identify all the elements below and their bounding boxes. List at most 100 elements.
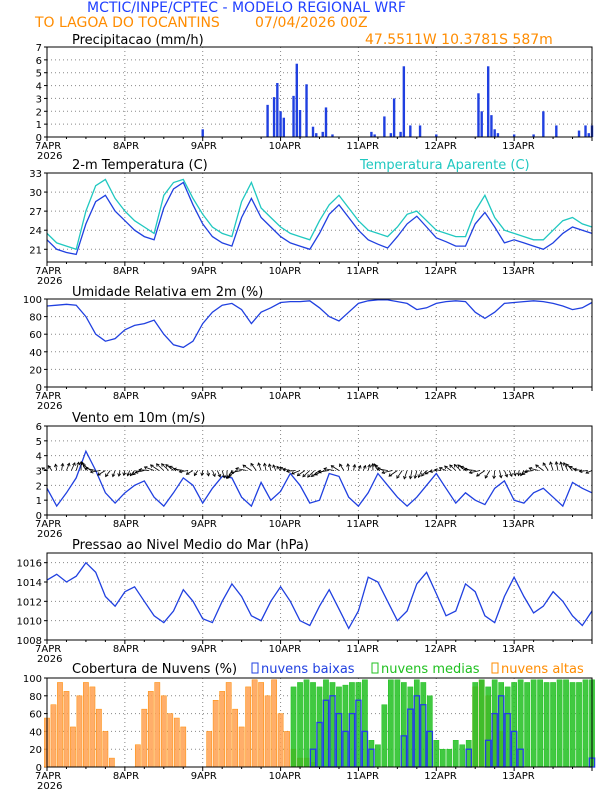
wind-arrow-head	[421, 472, 425, 477]
y-tick-label: 1010	[17, 617, 42, 628]
x-tick-label: 13APR	[502, 519, 535, 530]
cloud-mid-bar	[355, 682, 362, 768]
wind-arrow-head	[314, 472, 318, 476]
precip-bar	[555, 125, 558, 137]
header-run: 07/04/2026 00Z	[255, 15, 368, 31]
precip-bar	[324, 107, 328, 137]
wind-arrow-head	[217, 473, 222, 478]
cloud-high-bar	[70, 726, 76, 768]
wind-arrow	[529, 467, 539, 471]
panel-title: Umidade Relativa em 2m (%)	[72, 285, 263, 300]
wind-arrow-head	[317, 469, 322, 474]
wind-arrow	[207, 470, 210, 476]
y-tick-label: 20	[29, 365, 42, 376]
x-tick-label: 13APR	[502, 266, 535, 277]
wind-arrow-head	[339, 463, 343, 468]
header-location: TO LAGOA DO TOCANTINS	[34, 15, 220, 31]
wind-arrow	[377, 468, 388, 471]
wind-arrow-head	[250, 462, 254, 467]
wind-arrow	[242, 464, 252, 471]
wind-arrow-head	[408, 475, 413, 480]
wind-arrow	[230, 470, 242, 474]
panel-3: 0 20 40 60 80 100 7APR 8APR 9APR 10APR 11APR 12APR 1…	[23, 285, 593, 412]
y-tick-label: 33	[29, 169, 42, 180]
wind-arrow	[513, 470, 516, 476]
y-tick-label: 1	[36, 120, 42, 131]
wind-arrow-head	[307, 474, 311, 478]
x-tick-label: 9APR	[191, 266, 217, 277]
wind-arrow	[139, 469, 150, 471]
wind-arrow-head	[521, 471, 526, 475]
panel-5: 1008 1010 1012 1014 1016 7APR 8APR 9APR 10APR 11A…	[17, 538, 593, 665]
cloud-mid-bar	[394, 679, 401, 768]
wind-arrow-head	[122, 472, 127, 477]
wind-arrow	[454, 464, 461, 471]
wind-arrow	[118, 470, 121, 477]
y-tick-label: 3	[36, 467, 42, 478]
wind-arrow-head	[173, 467, 177, 472]
wind-arrow	[201, 470, 204, 476]
wind-arrow-head	[346, 463, 350, 467]
wind-arrow-head	[97, 472, 101, 476]
wind-arrow	[90, 470, 101, 473]
wind-arrow	[112, 470, 116, 477]
wind-arrow	[331, 465, 340, 471]
legend-apparent-temp: Temperatura Aparente (C)	[359, 158, 530, 173]
legend-swatch	[251, 662, 259, 674]
x-tick-label: 11APR	[346, 266, 379, 277]
wind-arrow	[135, 470, 145, 473]
wind-arrow-head	[47, 465, 52, 469]
cloud-high-bar	[219, 691, 226, 768]
cloud-high-bar	[251, 679, 258, 768]
cloud-mid-bar	[310, 682, 316, 768]
wind-arrow-head	[66, 462, 71, 467]
y-tick-label: 1014	[17, 578, 42, 589]
y-tick-label: 6	[36, 56, 42, 67]
precip-bar	[298, 110, 302, 137]
wind-arrow-head	[463, 467, 468, 472]
x-year-label: 2026	[37, 529, 62, 540]
wind-arrow-head	[549, 461, 553, 466]
wind-arrow-head	[388, 473, 393, 477]
cloud-mid-bar	[550, 682, 556, 768]
wind-arrow-head	[310, 473, 315, 478]
precip-bar	[577, 130, 581, 137]
temperature-line	[46, 181, 593, 256]
cloud-mid-bar	[543, 682, 550, 768]
wind-arrow	[127, 470, 131, 476]
wind-arrow	[282, 468, 291, 471]
cloud-high-bar	[57, 682, 63, 768]
wind-arrow-head	[417, 474, 422, 479]
y-tick-label: 0	[36, 133, 42, 144]
cloud-high-bar	[63, 691, 70, 768]
panel-1: 0 1 2 34 5 6 7 7APR 8APR 9APR 10APR 11APR 12APR 13APR…	[35, 33, 594, 162]
wind-arrow-head	[105, 473, 109, 478]
wind-arrow	[258, 462, 262, 471]
cloud-mid-bar	[323, 679, 329, 768]
y-tick-label: 4	[36, 82, 42, 93]
precip-bar	[435, 134, 438, 137]
cloud-mid-bar	[446, 748, 453, 768]
cloud-high-bar	[284, 731, 290, 768]
cloud-mid-bar	[504, 686, 511, 768]
x-tick-label: 9APR	[191, 391, 217, 402]
precip-bar	[477, 93, 480, 137]
wind-arrow	[444, 465, 452, 471]
x-tick-label: 13APR	[502, 141, 535, 152]
wind-arrow	[499, 470, 502, 478]
wind-arrow-head	[72, 462, 76, 466]
x-tick-label: 7APR	[35, 141, 61, 152]
wind-arrow	[291, 470, 301, 475]
cloud-high-bar	[134, 744, 141, 768]
panel-4: 0 1 2 3 4 5 6 7APR 8APR 9APR 10APR 11APR 12APR 13APR 2…	[35, 411, 593, 540]
precip-bar	[321, 131, 324, 137]
wind-arrow	[268, 463, 272, 471]
panel-title: 2-m Temperatura (C)	[72, 158, 208, 173]
wind-arrow	[439, 467, 447, 471]
cloud-mid-bar	[316, 686, 323, 768]
x-tick-label: 11APR	[346, 141, 379, 152]
x-tick-label: 8APR	[113, 391, 139, 402]
plot-frame	[46, 172, 593, 263]
y-tick-label: 1016	[17, 559, 42, 570]
wind-arrow-head	[460, 465, 464, 470]
